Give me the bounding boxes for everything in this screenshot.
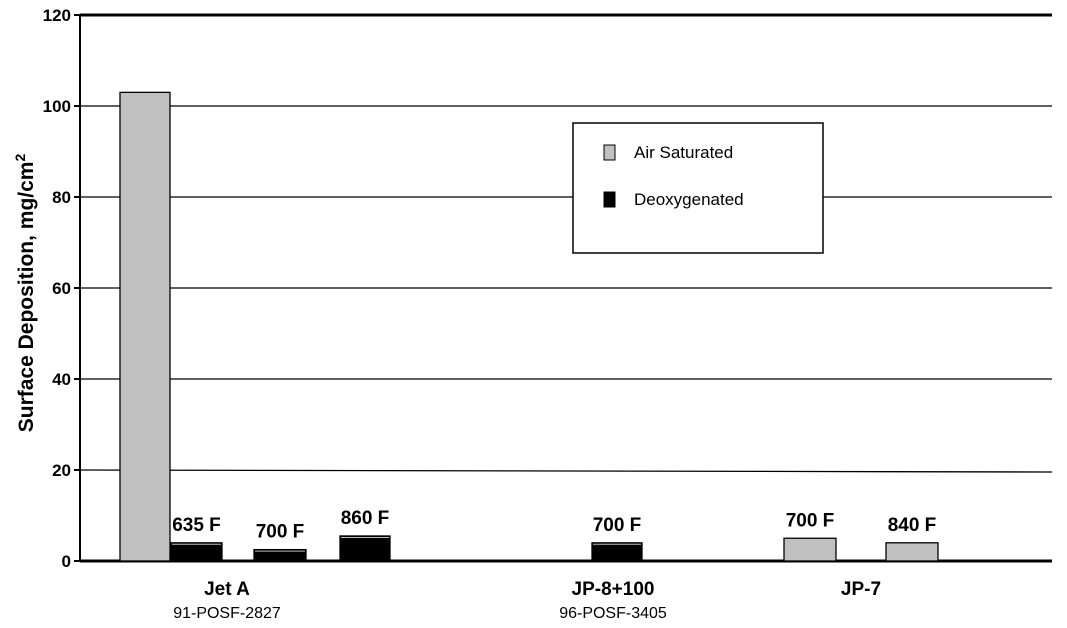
y-axis-label-text: Surface Deposition, mg/cm xyxy=(15,162,38,433)
bar-deoxygenated xyxy=(339,535,391,562)
bar-data-label: 700 F xyxy=(786,510,835,531)
bar-air-saturated xyxy=(783,537,837,562)
y-tick-label: 40 xyxy=(52,370,71,389)
legend-swatch-deoxygenated xyxy=(603,191,616,208)
bar-data-label: 840 F xyxy=(888,515,937,536)
y-tick-label: 80 xyxy=(52,188,71,207)
group-sublabel: 96-POSF-3405 xyxy=(559,605,667,622)
bar-data-label: 635 F xyxy=(172,515,221,536)
legend-label-deoxygenated: Deoxygenated xyxy=(634,190,744,209)
y-tick-label: 20 xyxy=(52,461,71,480)
y-tick-label: 60 xyxy=(52,279,71,298)
bar-deoxygenated xyxy=(591,542,643,562)
bar-labels: 635 F 700 F 860 F 700 F 700 F 840 F xyxy=(172,508,936,543)
group-sublabel: 91-POSF-2827 xyxy=(173,605,281,622)
legend-label-air-saturated: Air Saturated xyxy=(634,143,733,162)
gridlines xyxy=(79,13,1053,473)
bar-data-label: 700 F xyxy=(256,522,305,543)
y-tick-label: 120 xyxy=(43,6,71,25)
bar-data-label: 700 F xyxy=(593,515,642,536)
gridline xyxy=(79,469,1053,473)
y-axis-label-superscript: 2 xyxy=(12,154,28,162)
bar-deoxygenated xyxy=(170,542,223,562)
bar-air-saturated xyxy=(119,91,171,562)
legend: Air Saturated Deoxygenated xyxy=(572,122,824,254)
group-label: JP-8+100 xyxy=(572,579,655,600)
bar-air-saturated xyxy=(885,542,939,562)
y-tick-label: 0 xyxy=(62,552,71,571)
group-label: Jet A xyxy=(204,579,250,600)
bars xyxy=(119,91,939,562)
bar-deoxygenated xyxy=(253,548,307,562)
y-tick-label: 100 xyxy=(43,97,71,116)
y-axis-label: Surface Deposition, mg/cm2 xyxy=(12,154,38,433)
group-labels: Jet A 91-POSF-2827 JP-8+100 96-POSF-3405 JP-… xyxy=(173,579,881,622)
group-label: JP-7 xyxy=(841,579,881,600)
bar-data-label: 860 F xyxy=(341,508,390,529)
legend-swatch-air-saturated xyxy=(603,144,616,161)
